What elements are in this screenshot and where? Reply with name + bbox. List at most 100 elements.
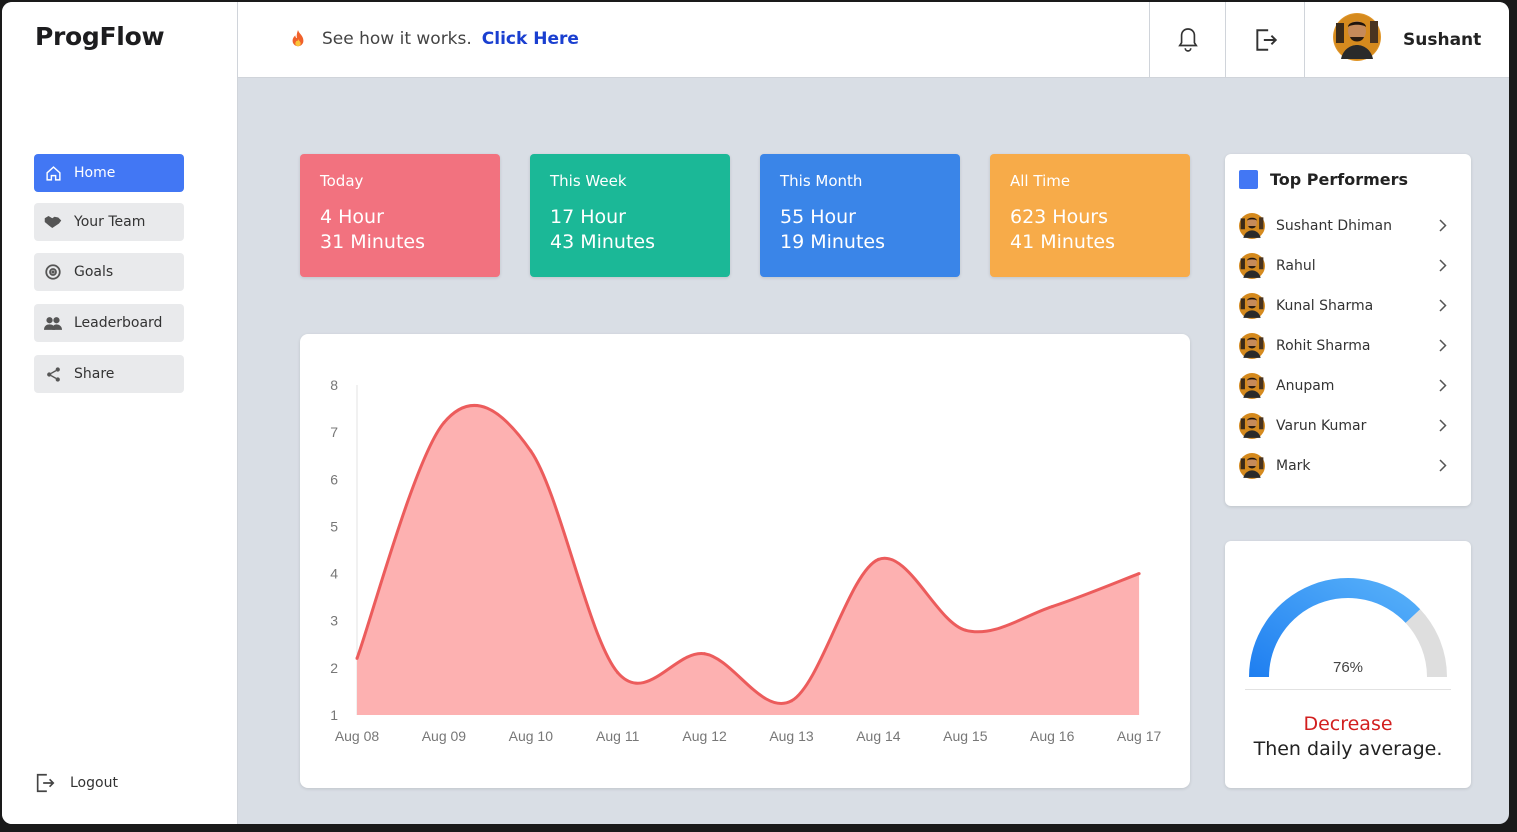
logout-icon [1253,27,1279,53]
chevron-right-icon [1439,379,1447,392]
avatar [1239,413,1265,439]
fire-icon [290,30,306,48]
avatar [1239,333,1265,359]
y-tick-label: 7 [330,424,338,440]
notifications-button[interactable] [1149,2,1225,77]
data-point [1050,605,1054,609]
performer-name: Varun Kumar [1276,418,1367,434]
performer-row[interactable]: Sushant Dhiman [1239,212,1459,240]
chevron-right-icon [1439,219,1447,232]
x-tick-label: Aug 15 [943,728,988,744]
sidebar-item-label: Share [74,366,115,382]
gauge-card: 76% Decrease Then daily average. [1225,541,1471,788]
brand-logo: ProgFlow [35,22,165,51]
bell-icon [1177,27,1199,53]
sidebar-item-label: Leaderboard [74,315,163,331]
performer-row[interactable]: Rohit Sharma [1239,332,1459,360]
sidebar-item-your-team[interactable]: Your Team [34,203,184,241]
x-tick-label: Aug 16 [1030,728,1075,744]
series-line [355,403,1140,705]
stat-card-today: Today 4 Hour 31 Minutes [300,154,500,277]
stat-hours: 17 Hour [550,206,626,228]
user-profile[interactable]: Sushant [1304,2,1509,77]
chevron-right-icon [1439,459,1447,472]
performer-row[interactable]: Varun Kumar [1239,412,1459,440]
x-tick-label: Aug 14 [856,728,901,744]
logout-label: Logout [70,775,118,791]
stat-card-this-month: This Month 55 Hour 19 Minutes [760,154,960,277]
data-point [876,557,880,561]
y-tick-label: 6 [330,471,338,487]
y-tick-label: 1 [330,707,338,723]
promo-banner: See how it works. Click Here [290,29,579,49]
data-point [616,671,620,675]
stat-minutes: 43 Minutes [550,231,656,253]
performer-row[interactable]: Mark [1239,452,1459,480]
gauge-note: Then daily average. [1253,738,1443,760]
performer-name: Kunal Sharma [1276,298,1374,314]
sidebar: ProgFlow Home Your Team Goals Leaderboar… [2,2,238,824]
area-fill [357,405,1140,715]
data-point [790,699,793,703]
gauge-track [1405,609,1447,677]
x-tick-label: Aug 11 [596,728,640,744]
sidebar-item-share[interactable]: Share [34,355,184,393]
sidebar-item-leaderboard[interactable]: Leaderboard [34,304,184,342]
stat-hours: 623 Hours [1010,206,1108,228]
performer-row[interactable]: Anupam [1239,372,1459,400]
stat-label: Today [320,172,364,190]
target-icon [44,263,62,281]
performer-row[interactable]: Kunal Sharma [1239,292,1459,320]
gauge-fill [1249,578,1421,677]
top-performers-header: Top Performers [1239,170,1408,189]
avatar [1239,213,1265,239]
performer-row[interactable]: Rahul [1239,252,1459,280]
y-tick-label: 2 [330,660,338,676]
avatar [1239,253,1265,279]
progress-gauge [1249,578,1447,677]
data-point [355,656,359,660]
click-here-link[interactable]: Click Here [481,29,579,49]
activity-chart-card: 1 2 3 4 5 6 7 8 Aug 08 Aug 09 Aug 10 Aug 11 Aug 12 Au… [300,334,1190,788]
stat-label: This Week [550,172,627,190]
performer-name: Rohit Sharma [1276,338,1371,354]
x-tick-label: Aug 17 [1117,728,1162,744]
performer-name: Anupam [1276,378,1335,394]
avatar [1239,453,1265,479]
performer-name: Mark [1276,458,1311,474]
chevron-right-icon [1439,419,1447,432]
x-tick-label: Aug 12 [682,728,727,744]
x-tick-label: Aug 08 [335,728,380,744]
logout-button[interactable]: Logout [34,772,118,794]
chevron-right-icon [1439,259,1447,272]
x-tick-label: Aug 10 [509,728,554,744]
stat-minutes: 19 Minutes [780,231,886,253]
sidebar-item-label: Goals [74,264,114,280]
performer-name: Sushant Dhiman [1276,218,1392,234]
sign-out-button[interactable] [1225,2,1305,77]
data-point [529,449,533,453]
title-marker [1239,170,1258,189]
stat-minutes: 31 Minutes [320,231,426,253]
logout-icon [34,772,56,794]
stat-card-this-week: This Week 17 Hour 43 Minutes [530,154,730,277]
x-tick-label: Aug 09 [422,728,467,744]
y-tick-label: 4 [330,566,338,582]
divider [1245,689,1451,690]
sidebar-item-home[interactable]: Home [34,154,184,192]
chevron-right-icon [1439,339,1447,352]
sidebar-item-goals[interactable]: Goals [34,253,184,291]
top-bar: See how it works. Click Here Sushant [238,2,1509,78]
y-tick-label: 3 [330,613,338,629]
handshake-icon [44,213,62,231]
x-tick-label: Aug 13 [769,728,814,744]
sidebar-item-label: Your Team [74,214,146,230]
avatar [1239,293,1265,319]
y-tick-label: 8 [330,377,338,393]
performer-name: Rahul [1276,258,1316,274]
stat-label: This Month [780,172,863,190]
data-point [442,421,446,425]
chevron-right-icon [1439,299,1447,312]
user-name: Sushant [1403,29,1482,50]
